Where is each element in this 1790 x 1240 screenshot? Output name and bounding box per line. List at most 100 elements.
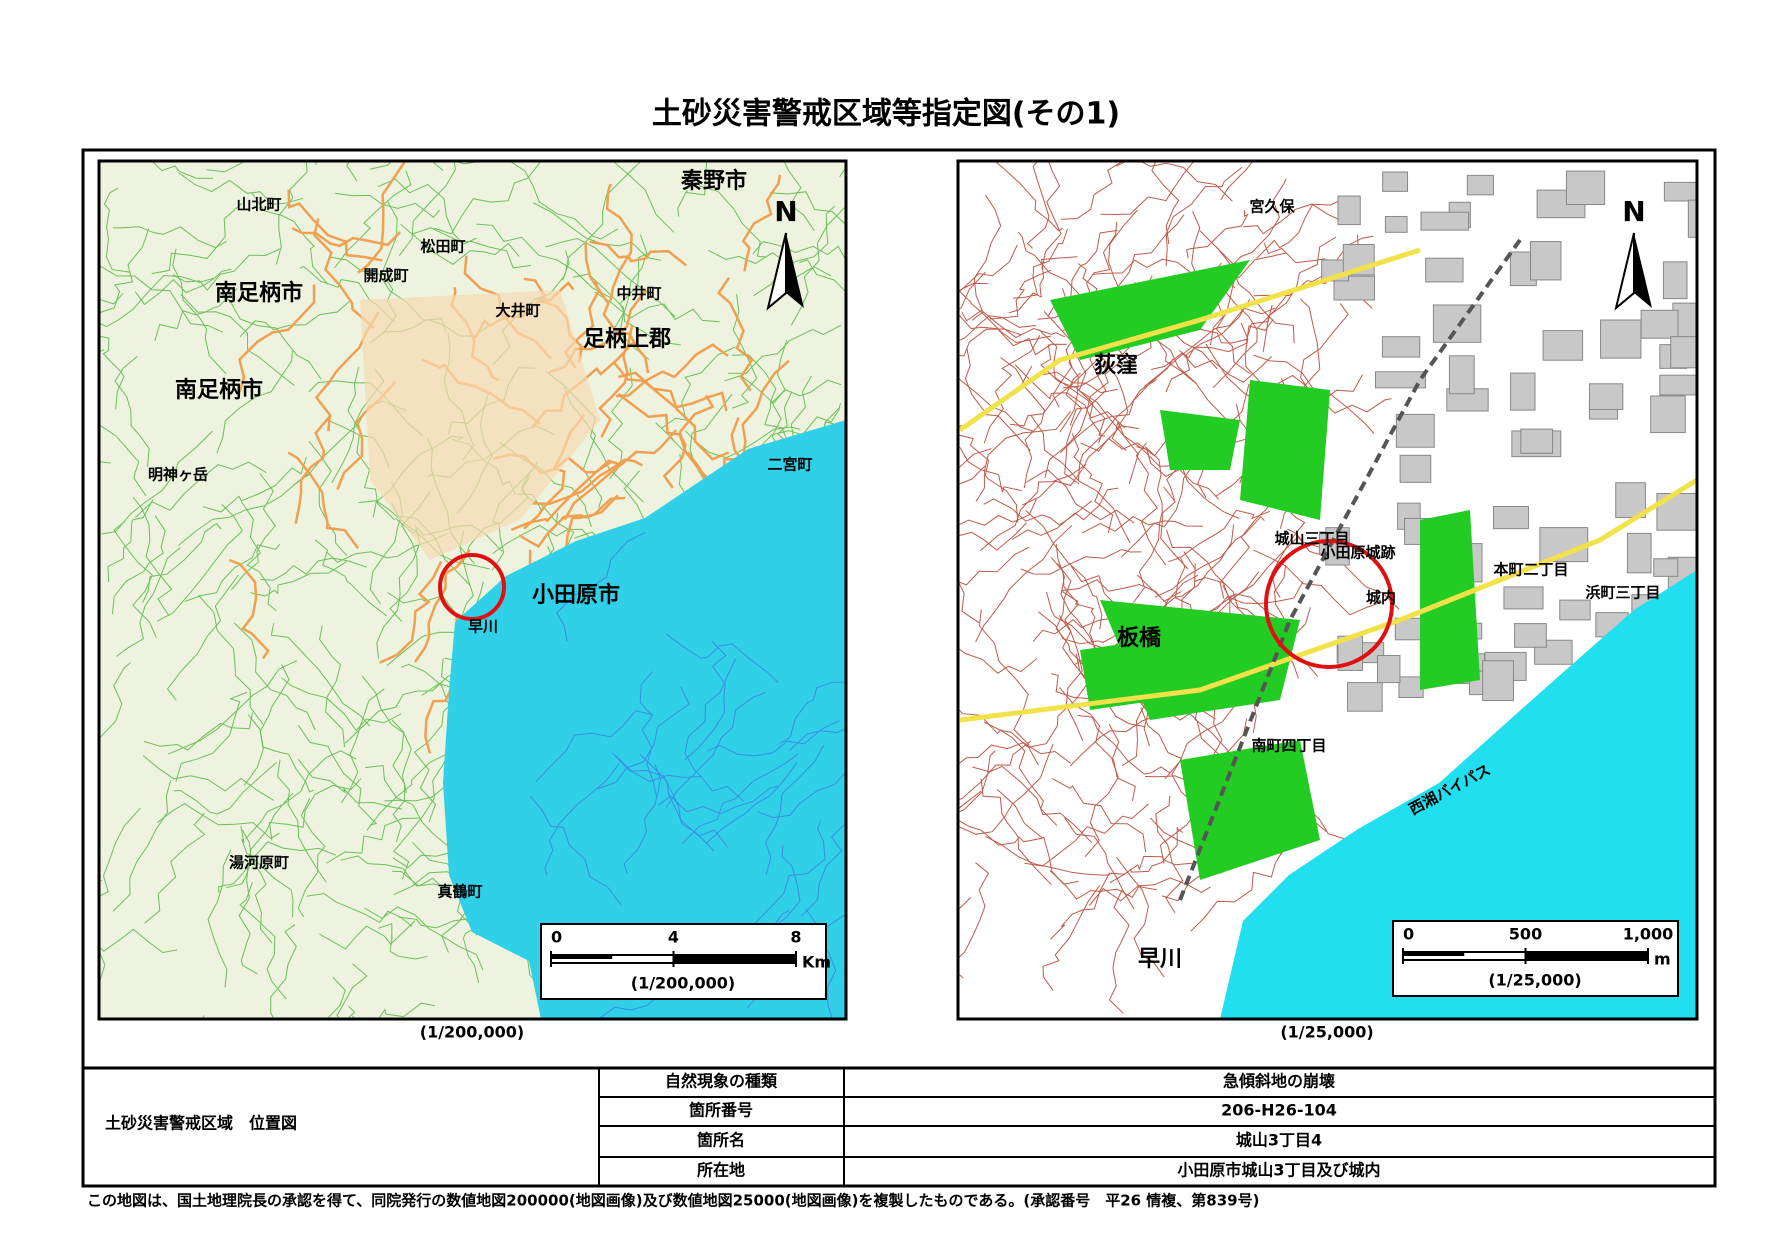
contour: [233, 622, 316, 731]
contour: [297, 797, 326, 918]
contour: [251, 192, 329, 285]
block: [1565, 170, 1606, 206]
road: [518, 494, 619, 549]
place-label: 南足柄市: [175, 377, 263, 403]
contour: [239, 882, 287, 1000]
contour: [607, 161, 675, 233]
depth-contour: [556, 532, 646, 642]
contour: [958, 376, 1033, 432]
contour: [958, 522, 1027, 551]
contour: [107, 499, 154, 583]
contour: [151, 202, 243, 275]
contour: [116, 547, 181, 657]
contour: [989, 269, 1052, 320]
block: [1650, 395, 1686, 434]
place-label: 浜町三丁目: [1585, 584, 1660, 602]
contour: [958, 328, 1022, 357]
contour: [1256, 196, 1349, 259]
hazard-area: [1160, 410, 1240, 470]
road: [598, 325, 634, 438]
contour: [993, 161, 1063, 232]
block: [1346, 682, 1383, 712]
place-label: 湯河原町: [229, 854, 289, 872]
block: [1466, 174, 1495, 196]
contour: [1165, 167, 1243, 267]
row-label: 箇所番号: [689, 1101, 753, 1120]
contour: [391, 719, 406, 842]
contour: [1151, 161, 1180, 245]
contour: [113, 520, 157, 638]
contour: [708, 249, 832, 279]
map-right: 宮久保荻窪城山三丁目小田原城跡城内板橋本町二丁目浜町三丁目南町四丁目早川西湘バイ…: [958, 161, 1697, 1019]
contour: [1253, 354, 1375, 434]
contour: [270, 623, 371, 727]
contour: [1076, 355, 1139, 484]
contour: [661, 346, 736, 429]
road: [594, 281, 650, 374]
depth-contour: [801, 822, 846, 917]
contour: [1116, 856, 1165, 978]
contour: [958, 579, 980, 624]
depth-contour: [705, 761, 798, 845]
place-label: 真鶴町: [437, 883, 482, 901]
scale-tick-label: 0: [1403, 925, 1414, 944]
contour: [326, 976, 346, 1019]
contour: [111, 515, 166, 615]
contour: [142, 755, 275, 801]
contour: [1212, 277, 1258, 389]
road: [618, 371, 730, 461]
depth-contour: [535, 710, 654, 782]
road: [662, 394, 715, 489]
contour: [270, 924, 297, 1019]
contour: [821, 420, 846, 433]
contour: [400, 223, 520, 265]
contour: [1166, 529, 1259, 620]
contour: [975, 410, 1072, 502]
road: [531, 458, 643, 506]
contour: [1050, 557, 1090, 683]
contour: [1024, 803, 1149, 867]
road: [717, 276, 754, 392]
road: [413, 548, 471, 663]
contour: [340, 855, 444, 887]
block: [1395, 413, 1435, 448]
title: 土砂災害警戒区域等指定図(その1): [652, 97, 1120, 132]
block: [1333, 275, 1376, 301]
contour: [376, 525, 421, 659]
contour: [728, 324, 842, 375]
north-arrow: [786, 233, 804, 308]
scale-unit: Km: [802, 953, 831, 972]
place-label: 城内: [1366, 589, 1396, 607]
contour: [99, 950, 106, 984]
row-value: 小田原市城山3丁目及び城内: [1177, 1161, 1380, 1180]
contour: [958, 465, 986, 486]
contour: [433, 162, 541, 235]
road: [357, 161, 406, 274]
place-label: 足柄上郡: [583, 327, 671, 352]
contour: [175, 691, 248, 782]
contour: [344, 667, 466, 744]
contour: [1129, 827, 1183, 873]
contour: [238, 862, 258, 975]
contour: [1055, 563, 1095, 675]
depth-contour: [684, 641, 727, 761]
contour: [1061, 579, 1182, 602]
table-heading: 土砂災害警戒区域 位置図: [105, 1114, 297, 1133]
block: [1626, 532, 1652, 574]
place-label: 荻窪: [1094, 352, 1138, 378]
contour: [218, 792, 294, 893]
railway: [1178, 238, 1522, 901]
contour: [206, 161, 245, 173]
row-label: 所在地: [697, 1161, 745, 1180]
contour: [240, 825, 294, 918]
place-label: 小田原城跡: [1320, 544, 1395, 562]
contour: [1108, 889, 1130, 1014]
contour: [334, 192, 441, 218]
block: [1663, 181, 1697, 202]
contour: [166, 574, 239, 701]
place-label: 松田町: [420, 238, 465, 256]
contour: [103, 187, 130, 273]
contour: [297, 725, 378, 826]
block: [1381, 336, 1421, 358]
